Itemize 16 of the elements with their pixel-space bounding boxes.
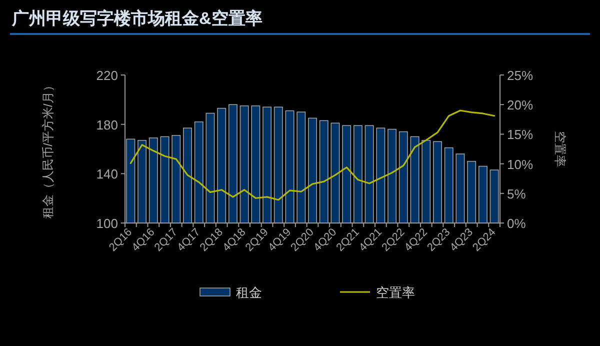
y-tick-label: 140 bbox=[96, 166, 118, 182]
y-tick-label: 180 bbox=[96, 117, 118, 132]
chart-title: 广州甲级写字楼市场租金&空置率 bbox=[11, 9, 262, 28]
y2-tick-label: 20% bbox=[507, 98, 534, 113]
y2-tick-label: 10% bbox=[507, 156, 534, 172]
line-series bbox=[130, 110, 496, 201]
legend-label: 空置率 bbox=[376, 285, 415, 300]
y-tick-label: 220 bbox=[96, 68, 118, 83]
legend-label: 租金 bbox=[236, 285, 262, 300]
y2-tick-label: 15% bbox=[507, 127, 534, 142]
y2-axis-title: 空置率 bbox=[553, 131, 567, 167]
y2-tick-label: 5% bbox=[507, 186, 526, 202]
y-axis-title: 租金（人民币/平方米/月） bbox=[41, 80, 55, 218]
y2-tick-label: 0% bbox=[507, 216, 526, 231]
y2-tick-label: 25% bbox=[507, 68, 534, 83]
y-tick-label: 100 bbox=[96, 216, 118, 231]
